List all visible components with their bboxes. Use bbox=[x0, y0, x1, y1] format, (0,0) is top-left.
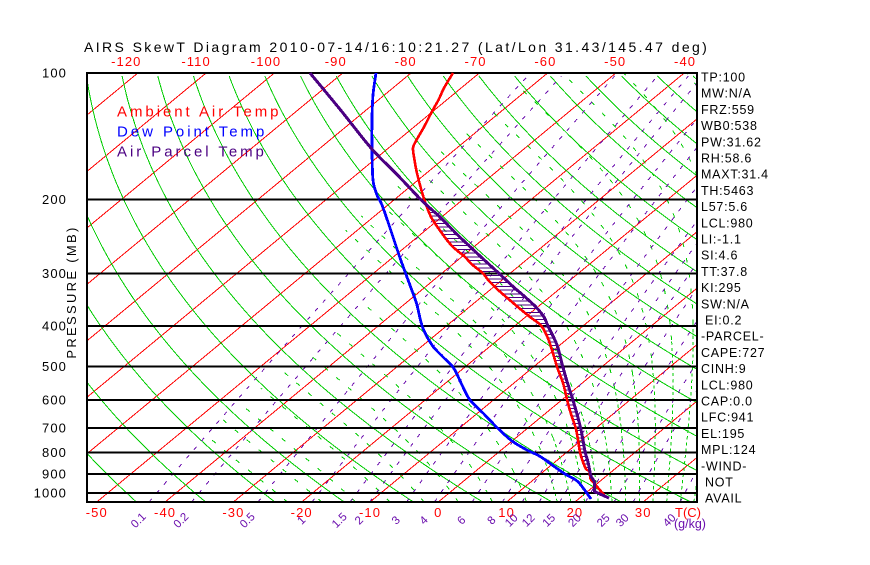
svg-text:400: 400 bbox=[42, 318, 67, 333]
svg-text:-60: -60 bbox=[534, 54, 556, 69]
svg-text:Air Parcel Temp: Air Parcel Temp bbox=[117, 144, 267, 161]
svg-text:-20: -20 bbox=[291, 505, 313, 520]
svg-text:SI:4.6: SI:4.6 bbox=[701, 249, 738, 263]
svg-text:-30: -30 bbox=[222, 505, 244, 520]
svg-text:-70: -70 bbox=[465, 54, 487, 69]
svg-text:L57:5.6: L57:5.6 bbox=[701, 200, 748, 214]
svg-text:LCL:980: LCL:980 bbox=[701, 216, 754, 230]
svg-text:30: 30 bbox=[635, 505, 652, 520]
svg-text:-PARCEL-: -PARCEL- bbox=[701, 330, 764, 344]
svg-text:LCL:980: LCL:980 bbox=[701, 378, 754, 392]
svg-text:-110: -110 bbox=[181, 54, 210, 69]
svg-text:20: 20 bbox=[567, 505, 584, 520]
svg-text:PRESSURE (MB): PRESSURE (MB) bbox=[64, 225, 79, 358]
svg-text:-50: -50 bbox=[86, 505, 108, 520]
svg-text:CAPE:727: CAPE:727 bbox=[701, 346, 765, 360]
svg-text:EL:195: EL:195 bbox=[701, 427, 745, 441]
svg-text:NOT: NOT bbox=[705, 476, 734, 490]
svg-text:FRZ:559: FRZ:559 bbox=[701, 103, 755, 117]
svg-text:PW:31.62: PW:31.62 bbox=[701, 135, 762, 149]
svg-text:-40: -40 bbox=[154, 505, 176, 520]
svg-text:700: 700 bbox=[42, 420, 67, 435]
svg-text:MPL:124: MPL:124 bbox=[701, 443, 756, 457]
svg-text:SW:N/A: SW:N/A bbox=[701, 297, 750, 311]
svg-text:CINH:9: CINH:9 bbox=[701, 362, 746, 376]
svg-text:(g/kg): (g/kg) bbox=[674, 517, 706, 531]
svg-text:-WIND-: -WIND- bbox=[701, 459, 747, 473]
svg-text:500: 500 bbox=[42, 359, 67, 374]
svg-text:10: 10 bbox=[498, 505, 515, 520]
svg-text:-100: -100 bbox=[251, 54, 281, 69]
svg-text:-40: -40 bbox=[674, 54, 696, 69]
svg-text:MAXT:31.4: MAXT:31.4 bbox=[701, 168, 769, 182]
svg-text:900: 900 bbox=[42, 466, 67, 481]
svg-text:TP:100: TP:100 bbox=[701, 71, 746, 85]
svg-text:CAP:0.0: CAP:0.0 bbox=[701, 395, 753, 409]
svg-text:EI:0.2: EI:0.2 bbox=[705, 314, 742, 328]
svg-text:T(C): T(C) bbox=[675, 505, 701, 520]
svg-text:AIRS SkewT Diagram 2010-07-14/: AIRS SkewT Diagram 2010-07-14/16:10:21.2… bbox=[84, 39, 709, 55]
svg-text:TH:5463: TH:5463 bbox=[701, 184, 754, 198]
svg-text:-10: -10 bbox=[359, 505, 381, 520]
svg-text:100: 100 bbox=[42, 66, 67, 81]
svg-text:-50: -50 bbox=[604, 54, 626, 69]
svg-text:TT:37.8: TT:37.8 bbox=[701, 265, 748, 279]
svg-text:1000: 1000 bbox=[34, 486, 67, 501]
svg-text:KI:295: KI:295 bbox=[701, 281, 742, 295]
svg-text:Dew Point Temp: Dew Point Temp bbox=[117, 124, 267, 141]
svg-text:MW:N/A: MW:N/A bbox=[701, 87, 752, 101]
svg-text:-120: -120 bbox=[111, 54, 141, 69]
svg-text:RH:58.6: RH:58.6 bbox=[701, 152, 752, 166]
svg-text:Ambient Air Temp: Ambient Air Temp bbox=[117, 104, 281, 121]
svg-text:-90: -90 bbox=[325, 54, 347, 69]
svg-text:AVAIL: AVAIL bbox=[705, 492, 742, 506]
svg-text:200: 200 bbox=[42, 192, 67, 207]
svg-text:-80: -80 bbox=[395, 54, 417, 69]
svg-text:WB0:538: WB0:538 bbox=[701, 119, 758, 133]
svg-text:LFC:941: LFC:941 bbox=[701, 411, 754, 425]
svg-text:300: 300 bbox=[42, 266, 67, 281]
svg-text:600: 600 bbox=[42, 392, 67, 407]
svg-text:800: 800 bbox=[42, 445, 67, 460]
svg-text:0: 0 bbox=[434, 505, 442, 520]
svg-text:LI:-1.1: LI:-1.1 bbox=[701, 233, 742, 247]
